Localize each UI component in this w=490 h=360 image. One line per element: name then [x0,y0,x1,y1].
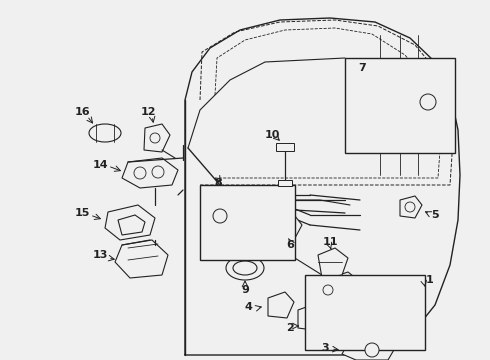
Ellipse shape [226,256,264,280]
Text: 11: 11 [322,237,338,247]
Polygon shape [352,82,442,118]
Polygon shape [144,124,170,152]
Polygon shape [368,62,398,78]
Text: 12: 12 [140,107,156,117]
Polygon shape [105,205,155,240]
Text: 7: 7 [358,63,366,73]
Polygon shape [122,158,178,188]
Polygon shape [330,272,358,290]
Text: 2: 2 [286,323,294,333]
Text: 5: 5 [431,210,439,220]
Bar [278,180,292,186]
Bar [276,143,294,151]
Text: 16: 16 [74,107,90,117]
Text: 10: 10 [264,130,280,140]
Circle shape [323,285,333,295]
Ellipse shape [233,261,257,275]
Text: 1: 1 [426,275,434,285]
Circle shape [134,167,146,179]
Polygon shape [118,215,145,235]
Text: 8: 8 [214,178,222,188]
Text: 14: 14 [92,160,108,170]
Polygon shape [400,196,422,218]
Bar [200,185,295,260]
Text: 3: 3 [321,343,329,353]
Text: 9: 9 [241,285,249,295]
Polygon shape [280,216,302,238]
Text: 13: 13 [92,250,108,260]
Bar [305,275,425,350]
Circle shape [405,202,415,212]
Polygon shape [312,285,405,342]
Circle shape [420,94,436,110]
Polygon shape [115,240,168,278]
Polygon shape [342,336,395,360]
Polygon shape [214,186,236,200]
Circle shape [150,133,160,143]
Circle shape [365,343,379,357]
Polygon shape [268,292,294,318]
Ellipse shape [89,124,121,142]
Polygon shape [206,200,278,232]
Circle shape [213,209,227,223]
Polygon shape [318,248,348,278]
Bar [345,58,455,153]
Text: 4: 4 [244,302,252,312]
Polygon shape [298,305,320,330]
Text: 6: 6 [286,240,294,250]
Circle shape [152,166,164,178]
Text: 15: 15 [74,208,90,218]
